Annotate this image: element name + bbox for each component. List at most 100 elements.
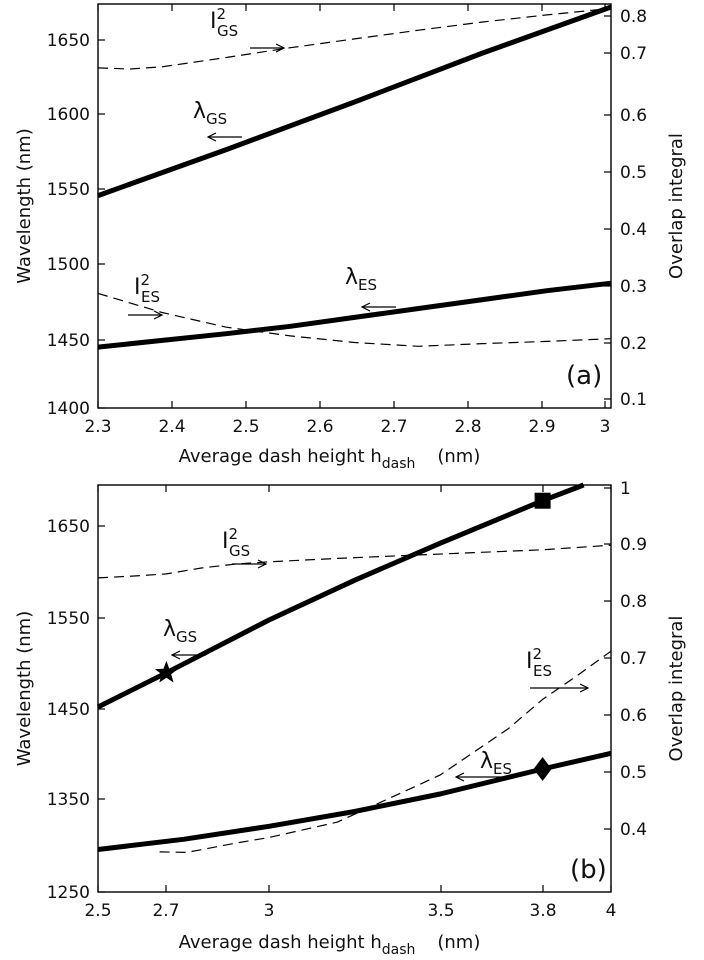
annotation-i2-gs: I2 GS bbox=[210, 5, 238, 40]
plot-frame bbox=[97, 484, 612, 893]
x-tick-label: 2.5 bbox=[84, 901, 111, 921]
square-marker bbox=[534, 492, 551, 509]
plot-frame bbox=[97, 3, 612, 409]
x-axis-label-sub: dash bbox=[382, 942, 416, 958]
x-tick-label: 3.5 bbox=[427, 901, 454, 921]
y2-tick-label: 0.7 bbox=[620, 649, 647, 669]
annotation-i2-gs-sub: GS bbox=[229, 542, 250, 560]
x-tick-label: 2.9 bbox=[528, 417, 555, 437]
arrow-head-icon bbox=[206, 132, 217, 142]
x-axis-label-unit: (nm) bbox=[437, 932, 480, 953]
annotation-i2-es-sub: ES bbox=[141, 288, 160, 306]
annotation-i2-es: I2 ES bbox=[526, 645, 552, 680]
series-i2-gs-dashed-line bbox=[97, 544, 612, 579]
annotation-lambda-es-symbol: λ bbox=[345, 265, 358, 290]
annotation-lambda-es-sub: ES bbox=[493, 760, 512, 778]
y2-tick-label: 0.5 bbox=[620, 163, 647, 183]
x-tick-label: 2.8 bbox=[454, 417, 481, 437]
annotation-lambda-es: λES bbox=[480, 749, 512, 778]
x-tick-label: 2.4 bbox=[158, 417, 185, 437]
arrow-head-icon bbox=[170, 650, 181, 660]
series-lambda-es-line bbox=[97, 750, 612, 852]
annotation-lambda-gs-symbol: λ bbox=[163, 617, 176, 642]
series-i2-es-dashed-line bbox=[159, 650, 612, 854]
x-tick-label: 4 bbox=[606, 901, 617, 921]
annotation-i2-es-sup: 2 bbox=[141, 271, 151, 289]
annotation-lambda-es-symbol: λ bbox=[480, 749, 493, 774]
y2-tick-label: 0.2 bbox=[620, 334, 647, 354]
annotation-i2-es-sup: 2 bbox=[533, 645, 543, 663]
annotation-lambda-gs-symbol: λ bbox=[193, 99, 206, 124]
x-axis-label-text: Average dash height h bbox=[179, 932, 382, 953]
arrow-head-icon bbox=[579, 683, 590, 693]
x-axis-label: Average dash height hdash (nm) bbox=[179, 446, 481, 472]
x-axis-label-unit: (nm) bbox=[437, 446, 480, 467]
series-lambda-gs-line bbox=[97, 4, 612, 198]
annotation-i2-es-symbol: I bbox=[526, 649, 533, 674]
panel-b: 2.5 2.7 3 3.5 3.8 4 1250 1350 1450 1550 1650 0.4 0.5… bbox=[14, 479, 687, 958]
arrow-head-icon bbox=[454, 772, 465, 782]
y-tick-label: 1350 bbox=[47, 790, 90, 810]
annotation-i2-gs-sup: 2 bbox=[217, 5, 227, 23]
panel-label: (b) bbox=[570, 855, 607, 885]
annotation-i2-gs-sub: GS bbox=[217, 22, 238, 40]
y2-tick-label: 0.4 bbox=[620, 220, 647, 240]
y-tick-label: 1400 bbox=[47, 399, 90, 419]
y2-tick-label: 0.3 bbox=[620, 277, 647, 297]
annotation-i2-gs-symbol: I bbox=[222, 529, 229, 554]
annotation-lambda-es: λES bbox=[345, 265, 377, 294]
x-tick-label: 2.6 bbox=[306, 417, 333, 437]
annotation-i2-es-sub: ES bbox=[533, 662, 552, 680]
y-tick-label: 1550 bbox=[47, 180, 90, 200]
annotation-lambda-es-sub: ES bbox=[358, 276, 377, 294]
annotation-i2-gs-symbol: I bbox=[210, 9, 217, 34]
x-tick-label: 2.7 bbox=[380, 417, 407, 437]
x-axis-label: Average dash height hdash (nm) bbox=[179, 932, 481, 958]
diamond-marker bbox=[533, 756, 552, 781]
annotation-i2-es: I2 ES bbox=[134, 271, 160, 306]
y2-axis-label: Overlap integral bbox=[666, 133, 687, 279]
y2-tick-label: 0.9 bbox=[620, 535, 647, 555]
y-tick-label: 1450 bbox=[47, 700, 90, 720]
annotation-lambda-gs-sub: GS bbox=[206, 110, 227, 128]
x-axis-label-text: Average dash height h bbox=[179, 446, 382, 467]
y2-tick-label: 0.7 bbox=[620, 44, 647, 64]
x-tick-label: 3.8 bbox=[529, 901, 556, 921]
y-tick-label: 1600 bbox=[47, 105, 90, 125]
y-tick-label: 1650 bbox=[47, 517, 90, 537]
x-axis-label-sub: dash bbox=[382, 456, 416, 472]
y2-tick-label: 0.6 bbox=[620, 106, 647, 126]
annotation-i2-gs-sup: 2 bbox=[229, 525, 239, 543]
y2-tick-label: 0.1 bbox=[620, 390, 647, 410]
x-tick-label: 2.5 bbox=[232, 417, 259, 437]
arrow-head-icon bbox=[257, 559, 268, 569]
arrow-head-icon bbox=[275, 43, 286, 53]
y2-tick-label: 0.8 bbox=[620, 7, 647, 27]
annotation-lambda-gs: λGS bbox=[193, 99, 227, 128]
y2-axis-label: Overlap integral bbox=[666, 616, 687, 762]
y2-tick-label: 0.4 bbox=[620, 820, 647, 840]
y2-tick-label: 0.5 bbox=[620, 763, 647, 783]
series-i2-es-dashed-line bbox=[97, 292, 612, 347]
x-tick-label: 2.7 bbox=[152, 901, 179, 921]
x-tick-label: 2.3 bbox=[84, 417, 111, 437]
series-i2-gs-dashed-line bbox=[97, 7, 612, 70]
panel-a: 2.3 2.4 2.5 2.6 2.7 2.8 2.9 3 1400 1450 1500 1550 16… bbox=[14, 3, 687, 472]
y-tick-label: 1450 bbox=[47, 331, 90, 351]
annotation-i2-gs: I2 GS bbox=[222, 525, 250, 560]
annotation-i2-es-symbol: I bbox=[134, 275, 141, 300]
y-tick-label: 1550 bbox=[47, 609, 90, 629]
y2-tick-label: 0.6 bbox=[620, 706, 647, 726]
y2-tick-label: 1 bbox=[620, 479, 631, 499]
y-tick-label: 1500 bbox=[47, 255, 90, 275]
star-marker bbox=[155, 660, 178, 683]
panel-label: (a) bbox=[566, 361, 602, 391]
y-tick-label: 1650 bbox=[47, 31, 90, 51]
y-axis-label: Wavelength (nm) bbox=[14, 611, 35, 767]
series-lambda-es-line bbox=[97, 280, 612, 350]
arrow-head-icon bbox=[153, 310, 164, 320]
y-axis-label: Wavelength (nm) bbox=[14, 128, 35, 284]
x-tick-label: 3 bbox=[264, 901, 275, 921]
annotation-lambda-gs: λGS bbox=[163, 617, 197, 646]
